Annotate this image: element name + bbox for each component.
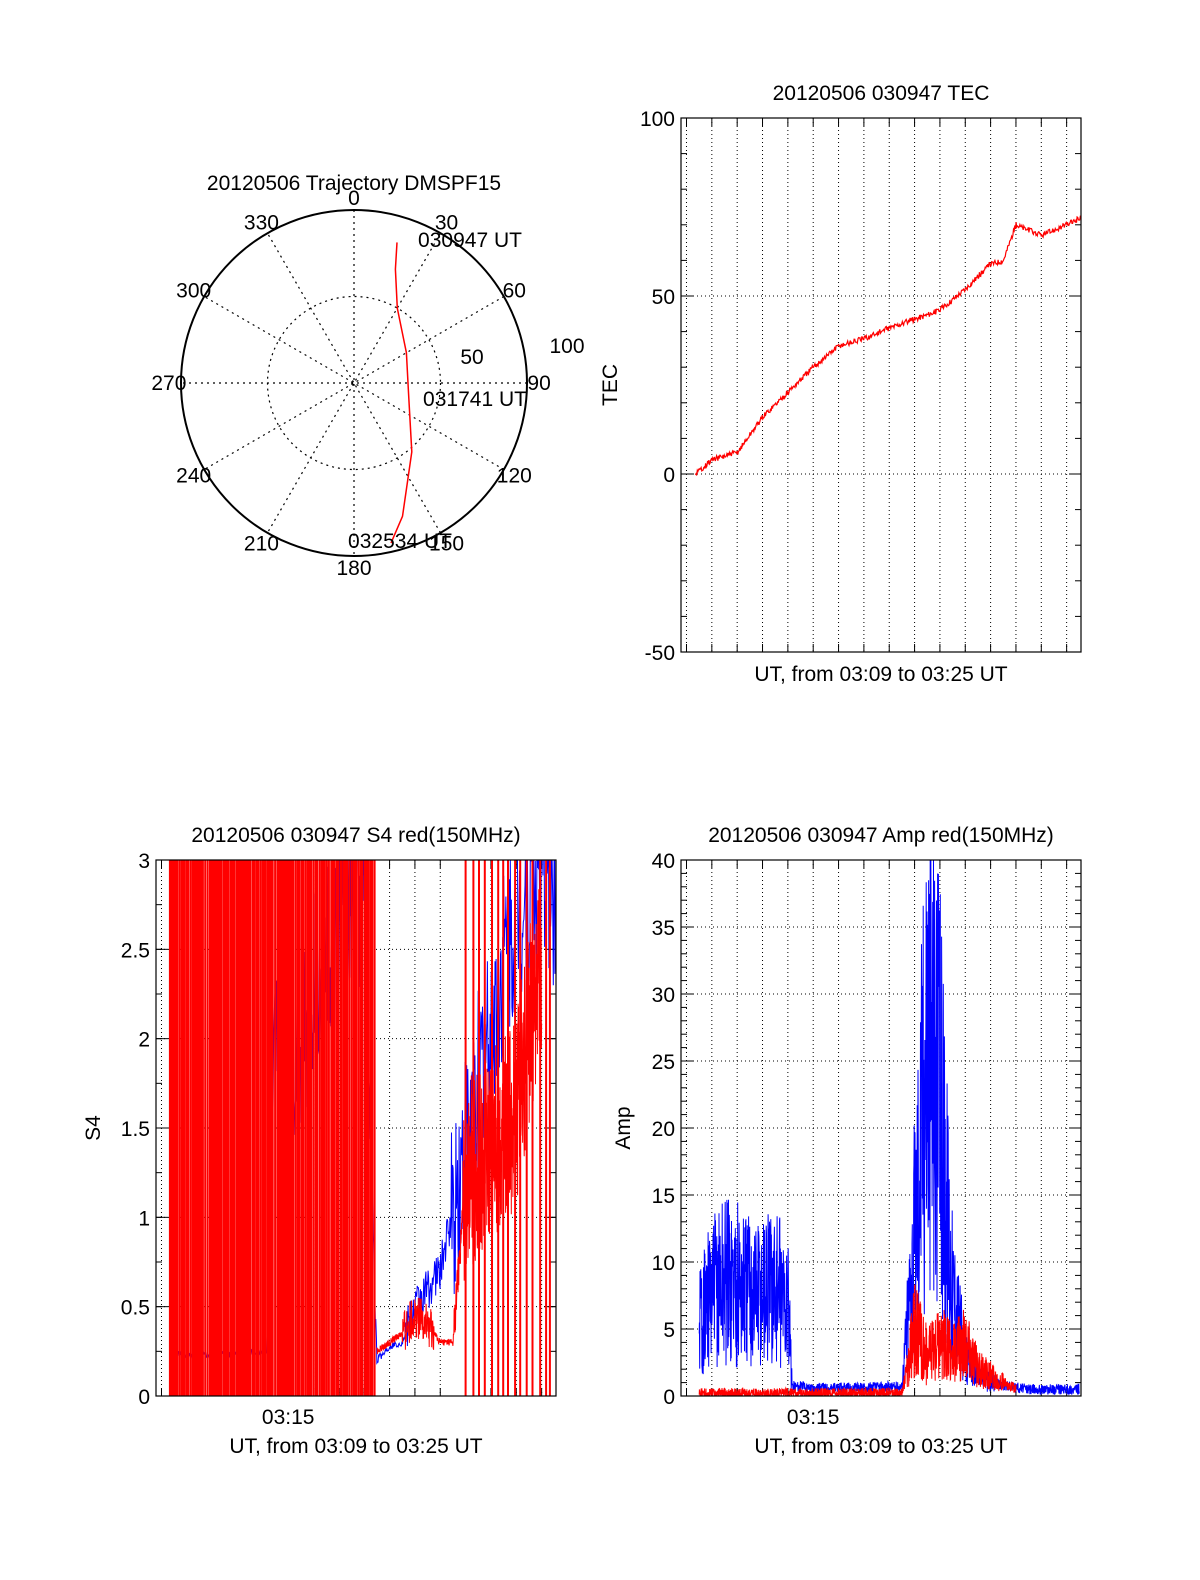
x-axis-label: UT, from 03:09 to 03:25 UT [754,1435,1007,1458]
series-line [698,1284,1017,1396]
amp-chart: 0 5 10 15 20 25 30 35 40 20120506 030947 Amp red(… [612,824,1082,1458]
y-tick-label: 100 [640,108,675,131]
plot-area [694,215,1081,476]
y-tick-label: 2 [138,1029,150,1052]
polar-grid-ring [266,295,442,471]
y-tick-label: 2.5 [121,939,150,962]
y-tick-label: 1.5 [121,1118,150,1141]
y-tick-label: 0 [663,464,675,487]
polar-spoke [203,295,505,471]
y-tick-label: 3 [138,850,150,873]
azimuth-label: 270 [151,372,186,395]
azimuth-label: 90 [527,372,550,395]
azimuth-label: 330 [244,212,279,235]
x-axis-label: UT, from 03:09 to 03:25 UT [754,663,1007,686]
trajectory-annotation: 032534 UT [348,530,452,553]
polar-spoke [203,295,505,471]
y-tick-label: 20 [652,1118,675,1141]
azimuth-label: 120 [497,465,532,488]
chart-title: 20120506 030947 Amp red(150MHz) [708,824,1054,847]
y-tick-label: 0 [138,1386,150,1409]
chart-title: 20120506 030947 S4 red(150MHz) [191,824,520,847]
azimuth-label: 240 [176,465,211,488]
chart-title: 20120506 030947 TEC [773,82,990,105]
y-tick-label: 0.5 [121,1297,150,1320]
x-axis-label: UT, from 03:09 to 03:25 UT [229,1435,482,1458]
plot-frame [680,859,1082,1397]
azimuth-label: 210 [244,532,279,555]
y-tick-label: 0 [663,1386,675,1409]
y-tick-label: 50 [652,286,675,309]
y-axis-label: S4 [82,1115,105,1141]
y-axis-label: TEC [599,364,622,406]
tec-chart: -50 0 50 100 20120506 030947 TEC UT, from 03:… [599,82,1082,686]
y-tick-label: 30 [652,984,675,1007]
azimuth-label: 30 [435,212,458,235]
y-tick-label: 1 [138,1207,150,1230]
y-tick-label: 40 [652,850,675,873]
azimuth-label: 0 [348,187,360,210]
plot-area [168,860,556,1396]
y-tick-label: 35 [652,917,675,940]
polar-spoke [266,232,442,534]
chart-title: 20120506 Trajectory DMSPF15 [207,172,501,195]
trajectory-annotation: 031741 UT [423,388,527,411]
series-line [698,860,1080,1396]
saturation-spikes [168,860,551,1396]
trajectory-line [390,242,413,544]
y-tick-label: 15 [652,1185,675,1208]
y-tick-label: 10 [652,1252,675,1275]
y-axis-label: Amp [612,1106,635,1149]
azimuth-label: 150 [429,532,464,555]
azimuth-label: 60 [503,279,526,302]
plot-area [698,860,1080,1396]
x-tick-label: 03:15 [787,1406,840,1429]
x-tick-label: 03:15 [262,1406,315,1429]
y-tick-label: 25 [652,1051,675,1074]
azimuth-label: 300 [176,279,211,302]
series-line [694,215,1081,476]
azimuth-label: 180 [336,557,371,580]
y-tick-label: 5 [663,1319,675,1342]
radial-label: 100 [549,335,584,358]
y-tick-label: -50 [645,642,675,665]
polar-spoke [266,232,442,534]
plot-frame [155,859,557,1397]
s4-chart: 0 0.5 1 1.5 2 2.5 3 20120506 030947 S4 red(150M… [82,824,557,1458]
plot-frame [680,117,1082,653]
trajectory-annotation: 030947 UT [418,229,522,252]
series-line [376,889,543,1355]
radial-label: 50 [460,346,483,369]
